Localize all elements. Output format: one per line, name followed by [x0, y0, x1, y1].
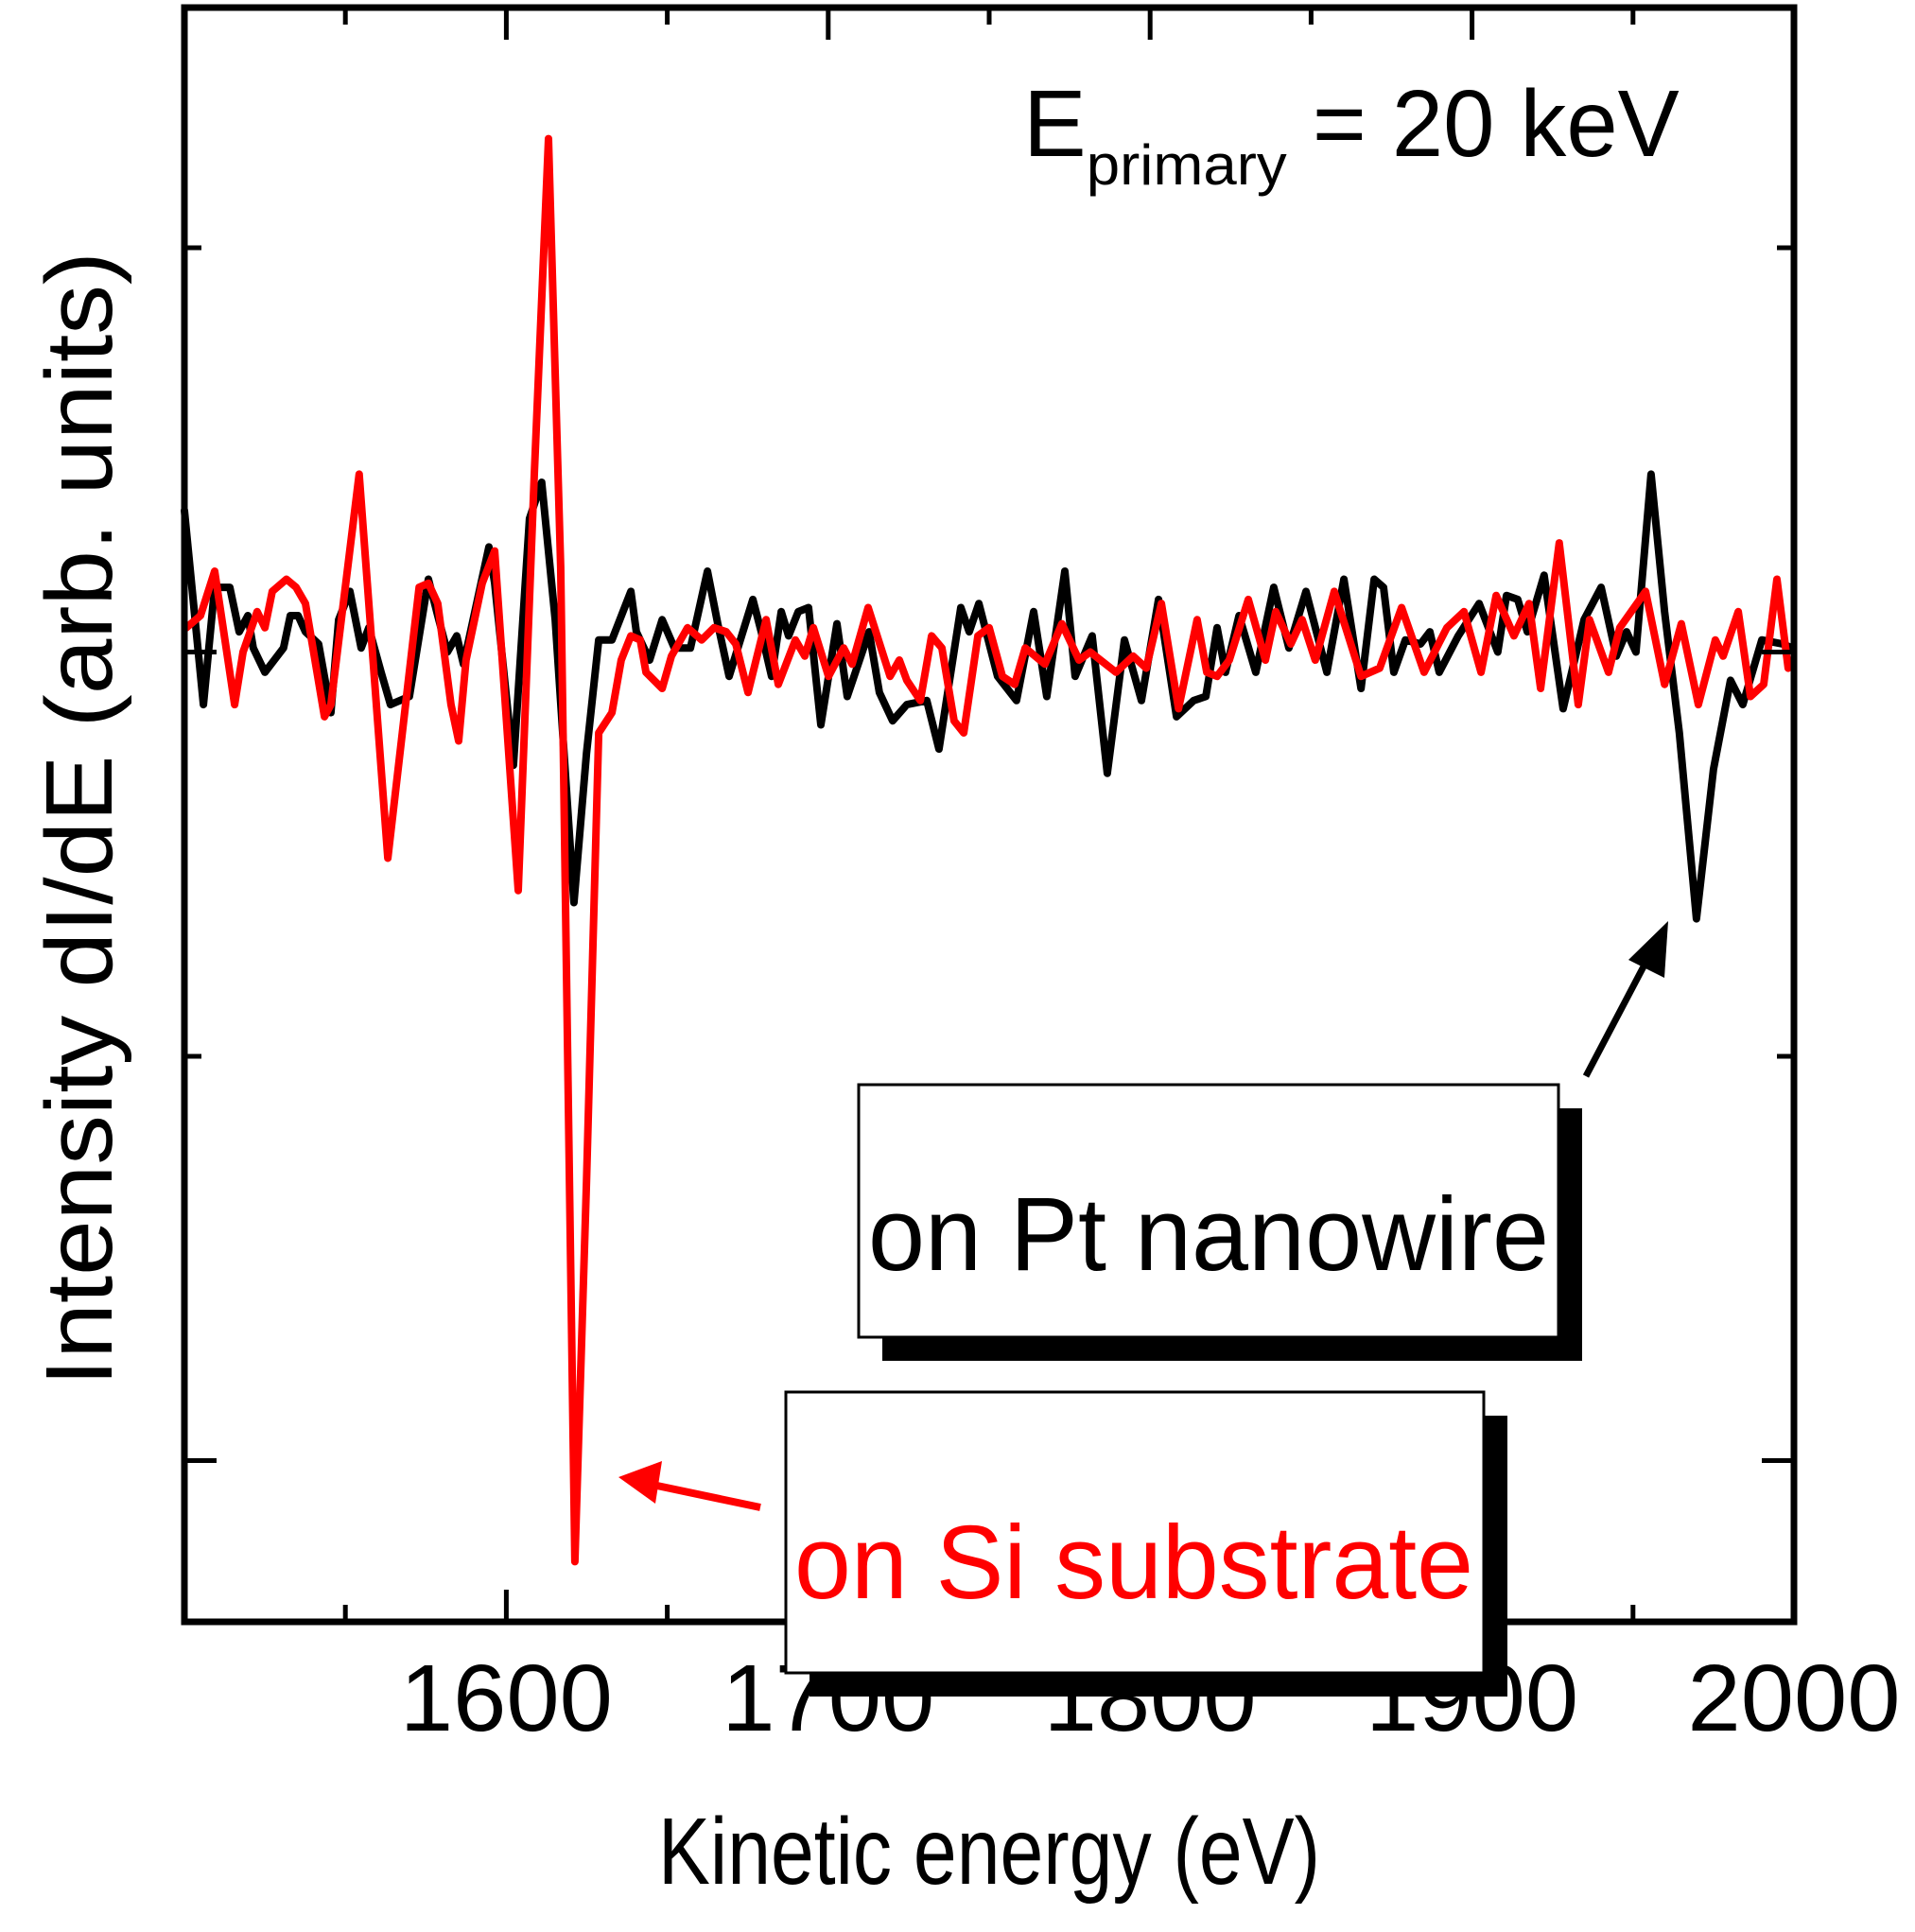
energy-annotation: Eprimary = 20 keV [1023, 71, 1680, 197]
legend-si-box [784, 1390, 1486, 1675]
x-tick-label: 1600 [400, 1645, 613, 1751]
series-line-on-si-substrate [183, 134, 1792, 1566]
energy-symbol: E [1023, 71, 1087, 177]
series-layer [181, 134, 1796, 1566]
arrow-si-shaft [652, 1481, 761, 1511]
legend-pt-label: on Pt nanowire [868, 1176, 1549, 1293]
legend-pt-nanowire: on Pt nanowire [857, 1083, 1582, 1361]
legend-pt-box [857, 1083, 1560, 1339]
arrow-pt [1582, 921, 1668, 1078]
energy-subscript: primary [1087, 133, 1287, 197]
energy-value: = 20 keV [1287, 71, 1680, 177]
x-axis-label: Kinetic energy (eV) [658, 1799, 1320, 1905]
x-tick-label: 2000 [1688, 1645, 1901, 1751]
arrow-pt-shaft [1582, 947, 1657, 1078]
arrow-si [618, 1461, 761, 1511]
legend-si-label: on Si substrate [794, 1505, 1473, 1621]
legend-si-substrate: on Si substrate [784, 1390, 1507, 1697]
arrow-pt-head [1628, 921, 1668, 978]
y-axis-label: Intensity dI/dE (arb. units) [26, 252, 132, 1386]
arrow-si-head [618, 1461, 662, 1504]
series-line-on-pt-nanowire [181, 470, 1796, 923]
